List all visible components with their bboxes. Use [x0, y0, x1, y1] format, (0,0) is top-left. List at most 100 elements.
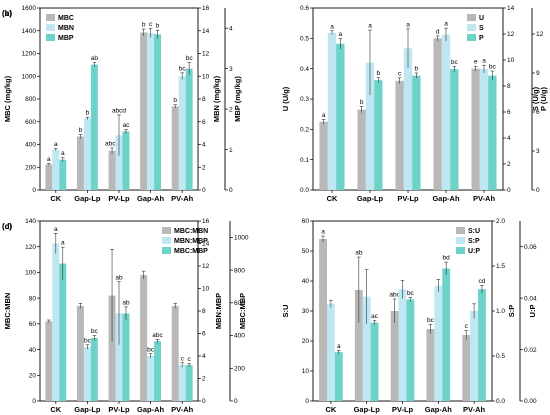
significance-letter: bc [84, 337, 92, 344]
y2-tick-label: 0.04 [524, 295, 537, 302]
y-tick-label: 1400 [22, 28, 37, 35]
y-tick-label: 1000 [22, 73, 37, 80]
y-tick-label: 0 [305, 398, 309, 405]
bar-sp [434, 285, 443, 401]
bar-p [336, 43, 345, 190]
significance-letter: b [360, 99, 364, 106]
y-tick-label: 0 [32, 187, 36, 194]
y2-tick-label: 0 [202, 187, 206, 194]
significance-letter: bc [147, 346, 155, 353]
bar-mbn [147, 33, 155, 191]
y2-tick-label: 12 [202, 51, 210, 58]
legend-swatch [456, 227, 465, 234]
bar-mbcmbn [76, 305, 84, 401]
bar-mbc [171, 106, 179, 190]
y2-tick-label: 9 [536, 70, 540, 77]
legend-swatch [456, 237, 465, 244]
x-tick-label: Gap-Ah [137, 194, 165, 203]
y2-tick-label: 1.5 [496, 263, 505, 270]
y-tick-label: 0.0 [300, 187, 309, 194]
significance-letter: a [482, 58, 486, 65]
y2-tick-label: 14 [202, 28, 210, 35]
significance-letter: ac [123, 122, 131, 129]
legend-swatch [162, 247, 171, 254]
bar-mbp [185, 68, 193, 190]
x-tick-label: Gap-Lp [354, 405, 381, 414]
significance-letter: a [54, 141, 58, 148]
y-tick-label: 100 [25, 270, 36, 277]
legend-label: MBP [58, 35, 74, 42]
y2-tick-label: 3 [229, 66, 233, 73]
bar-u [471, 68, 480, 190]
significance-letter: bc [451, 59, 459, 66]
significance-letter: a [339, 31, 343, 38]
significance-letter: abcd [112, 107, 126, 114]
bar-mbc [45, 164, 53, 190]
x-tick-label: CK [50, 194, 61, 203]
y2-tick-label: 8 [202, 96, 206, 103]
y2-tick-label: 0.5 [496, 353, 505, 360]
y2-tick-label: 0.00 [524, 398, 537, 405]
y-tick-label: 400 [25, 142, 36, 149]
bar-u [357, 109, 366, 190]
legend-label: MBN:MBP [174, 238, 208, 245]
significance-letter: a [368, 23, 372, 30]
bar-mbcmbn [108, 295, 116, 401]
legend-label: MBC:MBN [174, 228, 208, 235]
bar-s [479, 69, 489, 190]
axis-title: MBP (mg/kg) [233, 76, 242, 122]
y-tick-label: 30 [302, 308, 310, 315]
bar-u [395, 80, 404, 190]
significance-letter: a [337, 343, 341, 350]
y2-tick-label: 10 [202, 286, 210, 293]
bar-up [334, 352, 343, 401]
bar-mbcmbp [122, 313, 130, 401]
legend-swatch [46, 14, 55, 21]
legend-label: S:P [468, 238, 480, 245]
bar-mbcmbp [154, 341, 162, 401]
bar-su [462, 335, 471, 401]
significance-letter: bc [179, 65, 187, 72]
significance-letter: c [465, 323, 469, 330]
y-tick-label: 1200 [22, 51, 37, 58]
significance-letter: b [415, 66, 419, 73]
legend-label: S [479, 25, 484, 32]
legend-label: S:U [468, 228, 480, 235]
axis-title: MBN:MBP [214, 293, 223, 329]
bar-mbnmbp [178, 365, 186, 401]
y-tick-label: 40 [302, 278, 310, 285]
y2-tick-label: 8 [507, 83, 511, 90]
axis-title: S:P [507, 305, 516, 318]
bar-up [442, 268, 451, 401]
x-tick-label: PV-Ah [463, 405, 486, 414]
y2-tick-label: 6 [507, 109, 511, 116]
bar-mbnmbp [115, 313, 123, 401]
axis-title: S:U [281, 305, 290, 318]
y-tick-label: 0.5 [300, 36, 309, 43]
y2-tick-label: 200 [234, 365, 245, 372]
x-tick-label: PV-Lp [392, 405, 414, 414]
y-tick-label: 60 [302, 218, 310, 225]
legend-swatch [46, 34, 55, 41]
panel-4: (d)0102030405060S:U0.00.51.01.52.0S:P0.0… [2, 218, 537, 414]
y2-tick-label: 0.0 [496, 398, 505, 405]
significance-letter: e [474, 59, 478, 66]
panel-label: (d) [2, 222, 13, 231]
bar-mbp [154, 34, 162, 191]
y-tick-label: 140 [25, 218, 36, 225]
x-tick-label: PV-Lp [108, 194, 130, 203]
y-tick-label: 800 [25, 96, 36, 103]
significance-letter: b [173, 97, 177, 104]
y-tick-label: 60 [29, 321, 37, 328]
bar-mbnmbp [52, 243, 60, 401]
bar-mbcmbp [90, 338, 98, 401]
x-tick-label: PV-Lp [397, 194, 419, 203]
y2-tick-label: 1 [229, 147, 233, 154]
bar-mbcmbn [140, 275, 148, 401]
y2-tick-label: 0.02 [524, 347, 537, 354]
y2-tick-label: 1000 [234, 235, 249, 242]
x-tick-label: PV-Lp [108, 405, 130, 414]
y2-tick-label: 1.0 [496, 308, 505, 315]
significance-letter: b [86, 110, 90, 117]
